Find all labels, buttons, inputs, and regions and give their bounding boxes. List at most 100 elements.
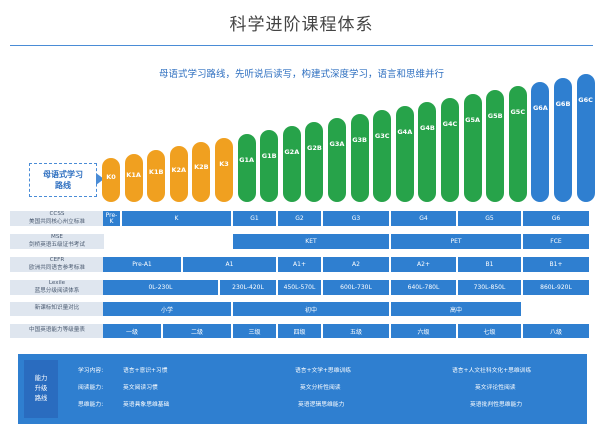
level-pill-label: G6A	[532, 104, 548, 112]
cell-lexile-5: 640L-780L	[391, 280, 456, 295]
label-thinking-ability: 思维能力:	[78, 402, 104, 408]
cell-lexile-4: 600L-730L	[323, 280, 389, 295]
cell-lexile-7: 860L-920L	[523, 280, 589, 295]
level-pill-g5c: G5C	[508, 86, 527, 202]
level-pill-g1b: G1B	[260, 130, 279, 202]
cell-curriculum-high: 高中	[391, 302, 521, 316]
level-pill-g6c: G6C	[576, 74, 595, 202]
level-pill-label: G5C	[510, 108, 526, 116]
level-pill-label: G3A	[329, 140, 345, 148]
title-divider	[10, 45, 593, 46]
row-label-cefr: CEFR 欧洲共同语言参考标准	[10, 257, 104, 272]
level-pill-label: K2A	[171, 165, 187, 174]
cell-cefr-b1plus: B1+	[523, 257, 589, 272]
cell-ccss-prek: Pre- K	[103, 211, 120, 226]
level-pill-g5a: G5A	[463, 94, 482, 202]
path-label-line1: 母语式学习	[43, 170, 83, 179]
col1-reading: 英文阅读习惯	[123, 385, 158, 391]
level-pill-label: K1B	[148, 168, 164, 177]
cell-ccss-g4: G4	[391, 211, 456, 226]
cell-ccss-k: K	[122, 211, 231, 226]
level-pill-g4b: G4B	[418, 102, 437, 202]
cell-scale-8: 八级	[523, 324, 589, 338]
cell-curriculum-primary: 小学	[103, 302, 231, 316]
cell-ccss-g3: G3	[323, 211, 389, 226]
level-pill-g2b: G2B	[305, 122, 324, 202]
level-pill-label: K3	[219, 160, 229, 168]
level-pill-label: G6B	[555, 100, 571, 108]
learning-path-label: 母语式学习 路线	[29, 163, 97, 197]
cell-ccss-g2: G2	[278, 211, 321, 226]
label-reading-ability: 阅读能力:	[78, 385, 104, 391]
cell-mse-pet: PET	[391, 234, 521, 249]
page-subtitle: 母语式学习路线，先听说后读写，构建式深度学习，语言和思维并行	[158, 69, 444, 80]
level-pill-label: G5A	[465, 116, 481, 124]
level-pill-k2b: K2B	[192, 142, 211, 202]
level-pill-g3a: G3A	[328, 118, 346, 202]
ability-path-label: 能力 升级 路线	[24, 360, 58, 418]
level-pill-label: K0	[106, 173, 116, 182]
level-pill-k1a: K1A	[124, 154, 143, 202]
col3-content: 语言+人文社科文化+思维训练	[452, 368, 532, 374]
cell-curriculum-middle: 初中	[233, 302, 389, 316]
cell-scale-4: 四级	[278, 324, 321, 338]
col2-reading: 英文分析性阅读	[300, 385, 341, 391]
level-pill-k2a: K2A	[169, 146, 188, 202]
cell-cefr-a2plus: A2+	[391, 257, 456, 272]
level-pill-label: G1A	[239, 156, 255, 164]
cell-scale-5: 五级	[323, 324, 389, 338]
level-pill-g1a: G1A	[237, 134, 256, 202]
level-pill-label: G6C	[578, 96, 593, 104]
cell-scale-3: 三级	[233, 324, 276, 338]
cell-cefr-a1: A1	[183, 257, 276, 272]
cell-scale-1: 一级	[103, 324, 161, 338]
cell-ccss-g5: G5	[458, 211, 521, 226]
level-pill-k3: K3	[215, 138, 233, 202]
col2-thinking: 英语逻辑思维能力	[298, 402, 345, 408]
level-pill-g4a: G4A	[395, 106, 414, 202]
col3-thinking: 英语批判性思维能力	[470, 402, 523, 408]
level-pill-label: G4A	[397, 128, 413, 136]
level-pill-g6a: G6A	[531, 82, 550, 202]
cell-lexile-1: 0L-230L	[103, 280, 218, 295]
row-label-ccss: CCSS 美国共同核心州立标准	[10, 211, 104, 226]
level-pill-g5b: G5B	[486, 90, 505, 202]
level-pill-g3b: G3B	[350, 114, 369, 202]
level-pill-label: G5B	[487, 112, 503, 120]
cell-scale-2: 二级	[163, 324, 231, 338]
level-pill-label: G4C	[442, 120, 458, 128]
cell-ccss-g1: G1	[233, 211, 276, 226]
cell-lexile-6: 730L-850L	[458, 280, 521, 295]
level-pill-g6b: G6B	[554, 78, 572, 202]
col1-content: 语言+意识+习惯	[123, 368, 168, 374]
level-pill-k0: K0	[102, 158, 120, 202]
cell-cefr-b1: B1	[458, 257, 521, 272]
col3-reading: 英文评论性阅读	[475, 385, 516, 391]
cell-cefr-a2: A2	[323, 257, 389, 272]
level-pill-label: G2A	[284, 148, 300, 156]
level-pill-label: G3C	[374, 132, 390, 140]
arrow-right-icon	[96, 173, 104, 185]
row-label-curriculum: 新课标知识量对比	[10, 302, 104, 316]
ability-band	[18, 354, 587, 424]
level-pill-label: K1A	[126, 170, 141, 179]
level-pill-g2a: G2A	[282, 126, 301, 202]
level-pill-label: G3B	[352, 136, 367, 144]
cell-cefr-prea1: Pre-A1	[103, 257, 181, 272]
cell-cefr-a1plus: A1+	[278, 257, 321, 272]
col2-content: 语言+文学+思维训练	[295, 368, 352, 374]
cell-mse-ket: KET	[233, 234, 389, 249]
cell-lexile-3: 450L-570L	[278, 280, 321, 295]
level-pill-label: G4B	[419, 124, 435, 132]
level-pill-label: K2B	[194, 163, 209, 171]
level-pill-label: G2B	[306, 144, 322, 152]
cell-scale-6: 六级	[391, 324, 456, 338]
level-pill-g4c: G4C	[441, 98, 459, 202]
level-pill-g3c: G3C	[373, 110, 392, 202]
row-label-lexile: Lexile 蓝思分级阅读体系	[10, 280, 104, 295]
cell-ccss-g6: G6	[523, 211, 589, 226]
label-learning-content: 学习内容:	[78, 368, 104, 374]
level-pill-label: G1B	[261, 152, 277, 160]
cell-mse-fce: FCE	[523, 234, 589, 249]
row-label-china-scale: 中国英语能力等级量表	[10, 324, 104, 338]
